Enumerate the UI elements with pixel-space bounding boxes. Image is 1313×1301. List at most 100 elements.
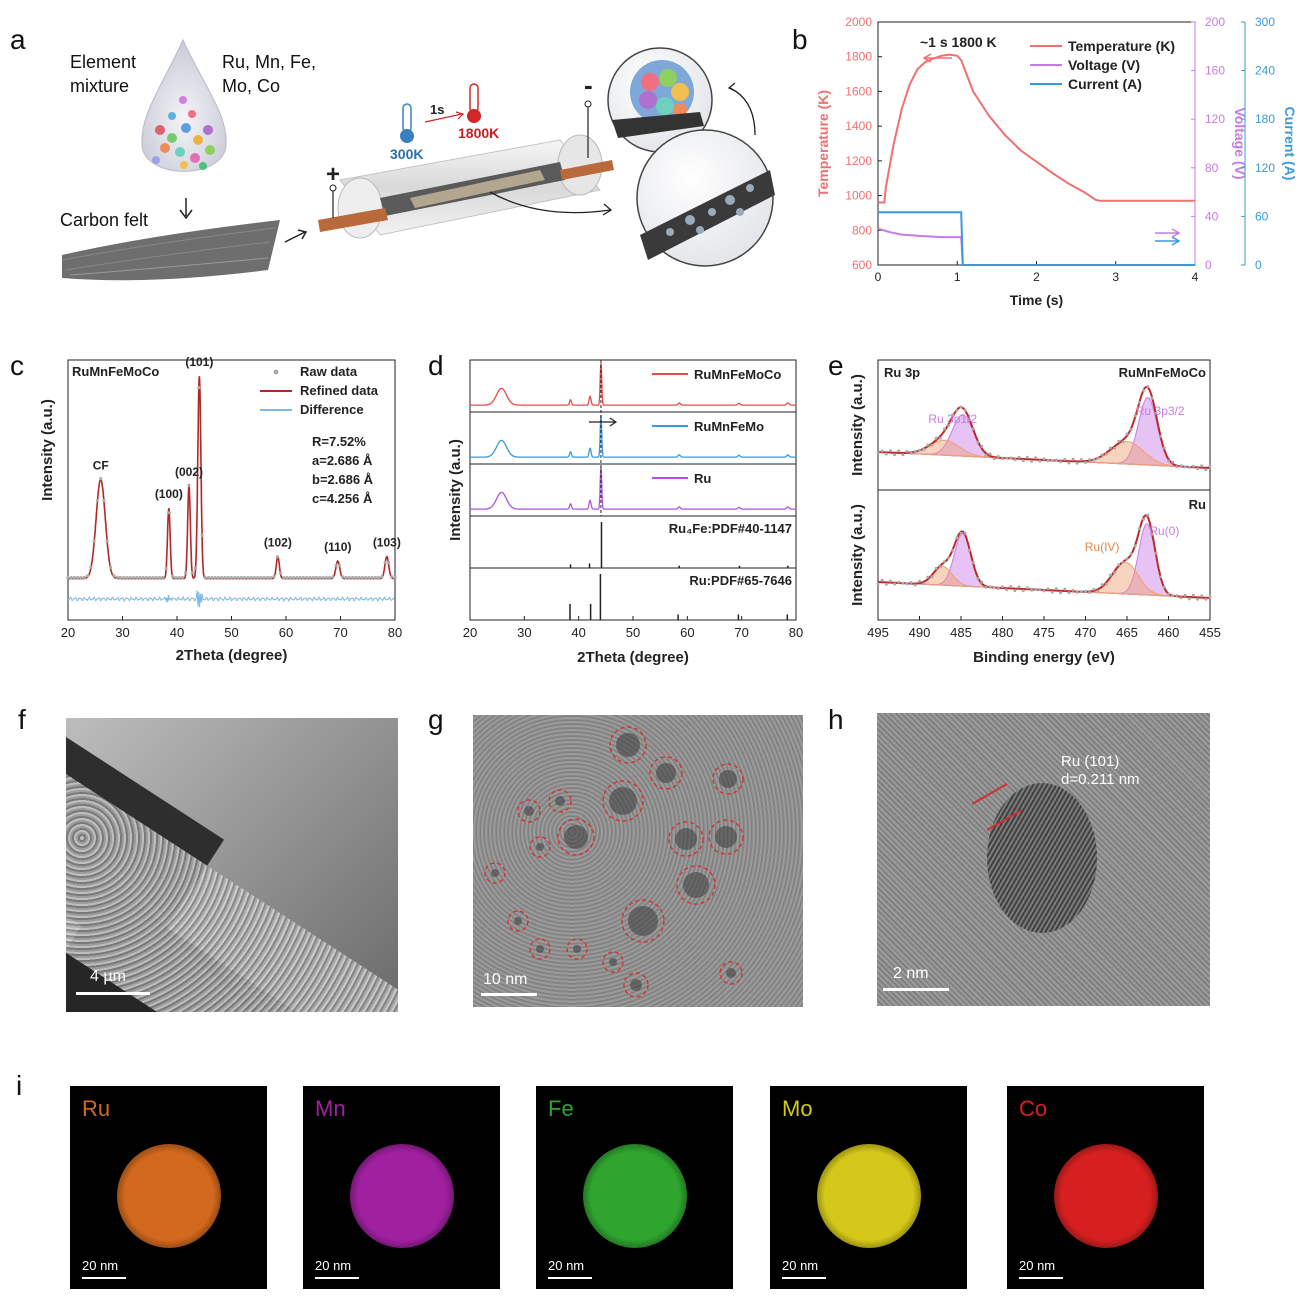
raw-data-point <box>971 560 975 564</box>
panel-a-schematic: Element mixture Ru, Mn, Fe, Mo, Co Carbo… <box>0 20 790 300</box>
raw-data-point <box>135 576 139 580</box>
raw-data-point <box>1096 456 1100 460</box>
raw-data-point <box>1092 587 1096 591</box>
raw-data-point <box>350 576 355 580</box>
raw-data-point <box>337 563 341 567</box>
raw-data-point <box>1050 590 1054 594</box>
raw-data-point <box>108 565 113 569</box>
sem-image: 4 µm <box>66 718 398 1012</box>
raw-data-point <box>161 576 165 580</box>
raw-data-point <box>360 576 364 580</box>
raw-data-point <box>926 575 930 579</box>
raw-data-point <box>76 576 80 580</box>
nanoparticle-marker-circle <box>602 780 644 822</box>
raw-data-point <box>955 536 959 540</box>
y-tick-label-current-a: 300 <box>1255 15 1275 29</box>
raw-data-point <box>89 565 93 569</box>
raw-data-point <box>1133 544 1137 548</box>
raw-data-point <box>72 576 77 580</box>
raw-data-point <box>1079 458 1083 462</box>
nanoparticle-zoom-icon <box>607 47 713 153</box>
raw-data-point <box>92 539 96 543</box>
nanoparticle <box>719 770 737 788</box>
x-tick-label: 470 <box>1075 625 1097 640</box>
raw-data-point <box>328 576 332 580</box>
nanoparticle <box>609 958 617 966</box>
nanoparticle-marker-circle <box>712 763 744 795</box>
y-tick-label-voltage-v: 40 <box>1205 209 1219 223</box>
arrow-left-icon <box>922 53 952 63</box>
raw-data-point <box>913 449 917 453</box>
raw-data-point <box>880 449 884 453</box>
nanoparticle-marker-circle <box>517 799 541 823</box>
raw-data-point <box>1046 587 1050 591</box>
fit-parameter: b=2.686 Å <box>312 472 374 487</box>
raw-data-point <box>971 427 975 431</box>
scalebar-g <box>481 993 537 996</box>
x-tick-label: 50 <box>224 625 238 640</box>
raw-data-point <box>292 576 296 580</box>
elements-label: Ru, Mn, Fe, Mo, Co <box>222 52 317 96</box>
carbon-felt-label: Carbon felt <box>60 210 149 230</box>
temp-low-label: 300K <box>390 146 423 162</box>
raw-data-point <box>344 576 348 580</box>
raw-data-point <box>82 575 86 579</box>
thermometer-cold-icon <box>400 103 414 143</box>
raw-data-point <box>184 571 188 575</box>
eds-map-mn: Mn 20 nm <box>303 1086 500 1289</box>
x-tick-label: 3 <box>1112 270 1119 284</box>
raw-data-point <box>1117 563 1121 567</box>
raw-data-point <box>99 477 103 481</box>
raw-data-point <box>1050 459 1054 462</box>
x-tick-label: 80 <box>789 625 803 640</box>
raw-data-point <box>207 576 211 580</box>
raw-data-point <box>246 576 250 580</box>
chart-c: 20 30 40 50 60 70 80 2Theta (degree) Intensity (… <box>39 355 402 664</box>
nanoparticle <box>675 828 697 850</box>
raw-data-point <box>197 385 201 390</box>
raw-data-point <box>1129 428 1133 432</box>
panel-label-c: c <box>10 350 24 381</box>
raw-data-point <box>331 575 335 579</box>
eds-map-co: Co 20 nm <box>1007 1086 1204 1289</box>
raw-data-point <box>1034 456 1038 460</box>
temp-high-label: 1800K <box>458 125 499 141</box>
raw-data-point <box>393 576 397 580</box>
raw-data-point <box>876 582 880 586</box>
nanoparticle <box>536 945 544 953</box>
raw-data-point <box>1167 592 1170 596</box>
raw-data-point <box>226 576 230 580</box>
raw-data-point <box>1204 468 1208 472</box>
raw-data-point <box>942 427 946 431</box>
raw-data-point <box>938 436 942 440</box>
x-tick-label: 460 <box>1158 625 1180 640</box>
raw-data-point <box>1046 459 1050 463</box>
raw-data-point <box>1084 589 1087 593</box>
raw-data-point <box>1179 464 1183 468</box>
raw-data-point <box>905 582 909 586</box>
raw-data-point <box>95 498 99 503</box>
raw-data-point <box>1067 461 1071 465</box>
raw-data-point <box>1175 465 1179 469</box>
x-tick-label: 40 <box>571 625 585 640</box>
raw-data-point <box>298 576 302 580</box>
raw-data-point <box>926 443 930 447</box>
raw-data-point <box>282 576 286 580</box>
eds-map-ru: Ru 20 nm <box>70 1086 267 1289</box>
nanoparticle <box>630 979 642 991</box>
raw-data-point <box>295 576 299 580</box>
raw-data-point <box>909 581 913 584</box>
x-tick-label: 455 <box>1199 625 1221 640</box>
raw-data-point <box>125 576 129 580</box>
y-tick-label-current-a: 60 <box>1255 209 1269 223</box>
raw-data-point <box>951 548 955 552</box>
raw-data-point <box>918 448 921 452</box>
raw-data-point <box>1171 594 1175 598</box>
raw-data-point <box>980 444 984 448</box>
raw-data-point <box>1100 453 1104 457</box>
raw-data-point <box>1121 440 1125 444</box>
x-axis-label: 2Theta (degree) <box>577 649 689 666</box>
nanoparticle-markers <box>484 726 744 998</box>
x-tick-label: 1 <box>954 270 961 284</box>
raw-data-point <box>1025 455 1029 459</box>
